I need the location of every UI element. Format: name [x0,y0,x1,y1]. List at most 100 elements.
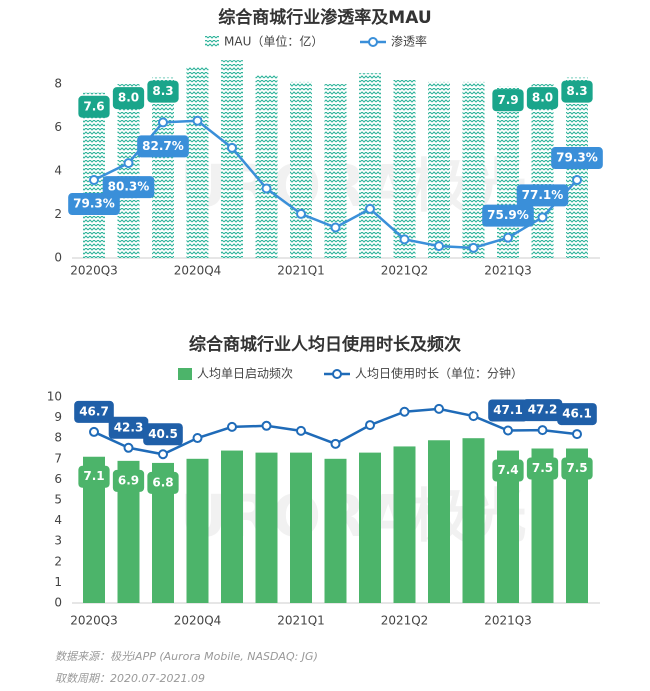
bar [393,79,416,258]
line-point [192,433,203,444]
value-label-text: 7.5 [532,461,553,475]
legend-marker [368,37,378,47]
bar [152,462,174,603]
value-label-text: 46.1 [562,407,592,421]
value-label-box [557,403,597,426]
line-point [468,242,479,253]
value-label-text: 79.3% [73,197,115,211]
value-label-text: 42.3 [114,420,144,434]
value-label-box [526,87,559,110]
y-tick-label: 7 [54,451,62,465]
value-label-text: 6.9 [118,473,139,487]
value-label-text: 79.3% [556,151,598,165]
value-label-text: 77.1% [522,188,564,202]
line-point [399,406,410,417]
bar [497,450,519,603]
legend-label: 人均单日启动频次 [197,367,293,381]
line-point [365,203,375,214]
value-label-text: 75.9% [487,208,529,222]
x-tick-label: 2020Q4 [174,614,222,628]
bar [255,452,278,603]
line-point [537,425,548,436]
value-label: 7.4 [492,459,524,482]
value-label-text: 7.5 [566,461,587,475]
line-point [365,420,375,431]
value-label: 46.1 [557,403,597,426]
y-tick-label: 2 [54,207,62,221]
value-label-box [143,423,183,446]
source-note: 数据来源：极光iAPP (Aurora Mobile, NASDAQ: JG) [55,650,318,663]
chart-title: 综合商城行业人均日使用时长及频次 [189,334,461,355]
line-point [227,421,237,432]
y-tick-label: 5 [54,493,62,507]
line-point [158,449,168,460]
value-label: 75.9% [482,204,534,227]
line-point [434,241,444,252]
line-point [503,232,513,243]
value-label-box [102,176,155,199]
legend-swatch [205,36,219,48]
value-label-text: 8.0 [118,91,139,105]
line-point [296,208,306,219]
x-tick-label: 2021Q3 [484,264,532,278]
value-label-box [78,95,110,118]
line-point [537,212,548,223]
legend-marker [332,369,342,379]
value-label-text: 8.3 [566,84,587,98]
line-point [296,425,306,436]
value-label-box [492,459,524,482]
value-label: 77.1% [516,184,569,207]
value-label-box [68,193,120,216]
value-label: 7.5 [526,457,559,480]
value-label-text: 6.8 [152,475,173,489]
value-label-box [522,399,563,422]
line-point [434,403,444,414]
line-point [123,158,134,169]
line-point [330,222,341,233]
bar [117,460,140,603]
x-tick-label: 2021Q1 [277,614,325,628]
bar [428,440,450,603]
bar [566,448,588,603]
value-label-box [516,184,569,207]
bar [359,452,381,603]
line-point [261,183,272,194]
value-label-box [74,400,114,423]
value-label-box [112,87,145,110]
chart-title: 综合商城行业渗透率及MAU [218,7,431,28]
bar [531,84,554,258]
value-label-text: 7.9 [497,93,518,107]
value-label-text: 82.7% [142,139,184,153]
x-tick-label: 2021Q2 [381,264,429,278]
value-label: 7.9 [492,89,524,112]
value-label: 6.9 [112,469,145,492]
value-label-box [147,80,179,103]
value-label: 79.3% [551,147,603,170]
value-label: 47.2 [522,399,563,422]
value-label-text: 8.3 [152,84,173,98]
bar [186,458,209,603]
value-label-box [561,80,593,103]
value-label-text: 8.0 [532,91,553,105]
value-label-box [147,471,179,494]
line-point [261,420,272,431]
y-tick-label: 3 [54,534,62,548]
value-label-box [561,457,593,480]
y-tick-label: 6 [54,120,62,134]
value-label-box [137,135,189,158]
value-label-box [526,457,559,480]
bar [359,73,381,258]
line-point [572,429,582,440]
value-label: 47.1 [488,399,528,422]
value-label-box [492,89,524,112]
value-label-text: 7.4 [497,463,518,477]
y-tick-label: 9 [54,410,62,424]
y-tick-label: 0 [54,596,62,610]
y-tick-label: 4 [54,164,62,178]
y-tick-label: 2 [54,554,62,568]
value-label-box [488,399,528,422]
bar [428,81,450,258]
period-note: 取数周期：2020.07-2021.09 [55,672,205,685]
x-tick-label: 2020Q3 [70,264,118,278]
value-label-text: 40.5 [148,427,178,441]
